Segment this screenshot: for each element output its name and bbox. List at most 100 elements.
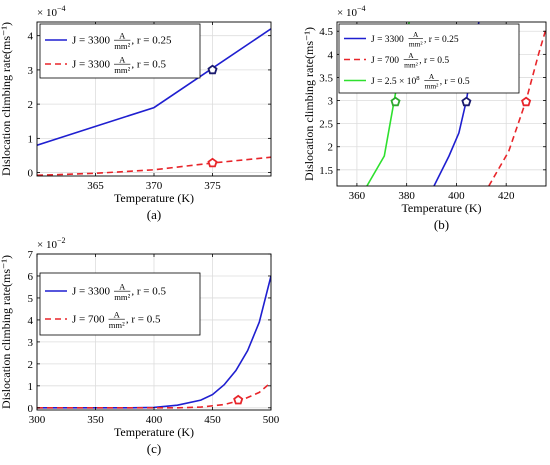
x-axis-label: Temperature (K) (401, 201, 481, 215)
legend-entry-main: J = 700 (371, 56, 399, 66)
x-tick-label: 450 (204, 414, 221, 426)
legend-entry-gap (420, 77, 422, 87)
y-multiplier-exponent: −4 (57, 4, 66, 13)
legend-entry-tail: , r = 0.25 (424, 35, 459, 45)
legend-entry-main: J = 3300 (72, 59, 110, 71)
x-tick-label: 400 (448, 190, 465, 202)
y-tick-label: 1 (28, 133, 34, 145)
legend-entry-main: J = 3300 (72, 35, 110, 47)
data-marker-1 (207, 64, 218, 75)
y-axis-label: Dislocation climbing rate(ms⁻¹) (0, 255, 13, 409)
x-tick-label: 365 (87, 180, 104, 192)
series-line-2 (37, 381, 271, 409)
legend-fraction-denominator: mm² (114, 65, 130, 75)
y-tick-label: 3 (28, 337, 34, 349)
y-tick-label: 7 (28, 249, 34, 261)
data-marker-3 (390, 96, 401, 107)
data-marker-1 (461, 96, 472, 107)
series-line-1 (37, 275, 271, 409)
legend-entry-gap (104, 314, 106, 326)
panel-label: (b) (434, 217, 449, 232)
x-tick-label: 420 (498, 190, 515, 202)
chart-panel-a: 365 370 375 0 1 2 3 4× 10−4 Temperature (K) (a) Di… (0, 4, 272, 222)
x-tick-label: 300 (29, 414, 46, 426)
y-multiplier: × 10−4 (37, 4, 65, 19)
legend-fraction-denominator: mm² (114, 41, 130, 51)
data-marker-2 (207, 157, 218, 168)
y-tick-label: 2 (28, 99, 34, 111)
legend-fraction-numerator: A (119, 282, 126, 292)
panel-label: (a) (147, 207, 161, 222)
x-tick-label: 370 (146, 180, 163, 192)
legend-fraction-denominator: mm² (409, 39, 424, 48)
legend-fraction-numerator: A (408, 51, 414, 60)
y-multiplier: × 10−2 (37, 236, 65, 251)
legend-fraction-numerator: A (114, 310, 121, 320)
y-axis-label: Dislocation climbing rate(ms⁻¹) (0, 22, 13, 176)
x-tick-label: 375 (204, 180, 221, 192)
legend-entry-label: J = 3300 (371, 35, 406, 45)
y-multiplier-exponent: −2 (57, 236, 66, 245)
legend-entry-gap (399, 56, 401, 66)
legend-entry-main: J = 3300 (72, 286, 110, 298)
y-multiplier-exponent: −4 (357, 4, 366, 13)
data-marker-1 (233, 394, 244, 405)
legend-fraction-numerator: A (413, 30, 419, 39)
legend-entry-tail: , r = 0.5 (126, 314, 161, 326)
x-tick-label: 350 (87, 414, 104, 426)
legend-entry-tail: , r = 0.5 (440, 77, 470, 87)
legend-fraction-denominator: mm² (425, 81, 440, 90)
legend-entry-gap (110, 59, 112, 71)
y-tick-label: 6 (28, 271, 34, 283)
y-tick-label: 0 (28, 168, 34, 180)
y-tick-label: 3.5 (319, 72, 333, 84)
y-tick-label: 4 (28, 31, 34, 43)
y-tick-label: 1.5 (319, 165, 333, 177)
y-tick-label: 2 (328, 142, 334, 154)
legend-entry-main: J = 2.5 × 10 (371, 77, 417, 87)
legend-entry-label: J = 3300 (72, 59, 112, 71)
x-axis-label: Temperature (K) (114, 425, 194, 439)
x-tick-label: 400 (146, 414, 163, 426)
legend-entry-sup: 8 (416, 75, 420, 82)
chart-panel-b: 360 380 400 420 1.5 2 2.5 3 3.5 4 4.5 × 10−4 Tempera… (302, 4, 547, 232)
x-axis-label: Temperature (K) (114, 191, 194, 205)
legend-entry-gap (110, 35, 112, 47)
y-tick-label: 3 (328, 96, 334, 108)
y-multiplier: × 10−4 (337, 4, 365, 19)
x-tick-label: 500 (263, 414, 280, 426)
legend-entry-label: J = 3300 (72, 35, 112, 47)
legend-entry-label: J = 2.5 × 108 (371, 75, 422, 87)
y-tick-label: 0 (28, 403, 34, 415)
legend-entry-main: J = 3300 (371, 35, 404, 45)
y-tick-label: 1 (28, 381, 34, 393)
legend-box (39, 272, 201, 336)
legend-fraction-numerator: A (119, 31, 126, 41)
legend-entry-gap (110, 286, 112, 298)
legend-entry-tail: , r = 0.25 (131, 35, 172, 47)
y-tick-label: 3 (28, 65, 34, 77)
legend-entry-tail: , r = 0.5 (131, 59, 166, 71)
legend-fraction-denominator: mm² (404, 60, 419, 69)
y-tick-label: 4 (28, 315, 34, 327)
y-tick-label: 4 (328, 49, 334, 61)
legend-fraction-denominator: mm² (109, 320, 125, 330)
legend-entry-main: J = 700 (72, 314, 105, 326)
legend-entry-label: J = 700 (72, 314, 107, 326)
legend-box (338, 23, 520, 94)
axes-frame (336, 21, 547, 187)
legend-entry-tail: , r = 0.5 (419, 56, 449, 66)
y-axis-label: Dislocation climbing rate(ms⁻¹) (302, 27, 316, 181)
legend-fraction-denominator: mm² (114, 292, 130, 302)
legend-entry-label: J = 700 (371, 56, 401, 66)
legend-fraction-numerator: A (429, 72, 435, 81)
legend-entry-gap (404, 35, 406, 45)
chart-panel-c: 300 350 400 450 500 0 1 2 3 4 5 6 7× 10−2 Temperature… (0, 236, 280, 456)
legend-fraction-numerator: A (119, 55, 126, 65)
legend-entry-tail: , r = 0.5 (131, 286, 166, 298)
legend-entry-label: J = 3300 (72, 286, 112, 298)
data-marker-2 (521, 96, 532, 107)
